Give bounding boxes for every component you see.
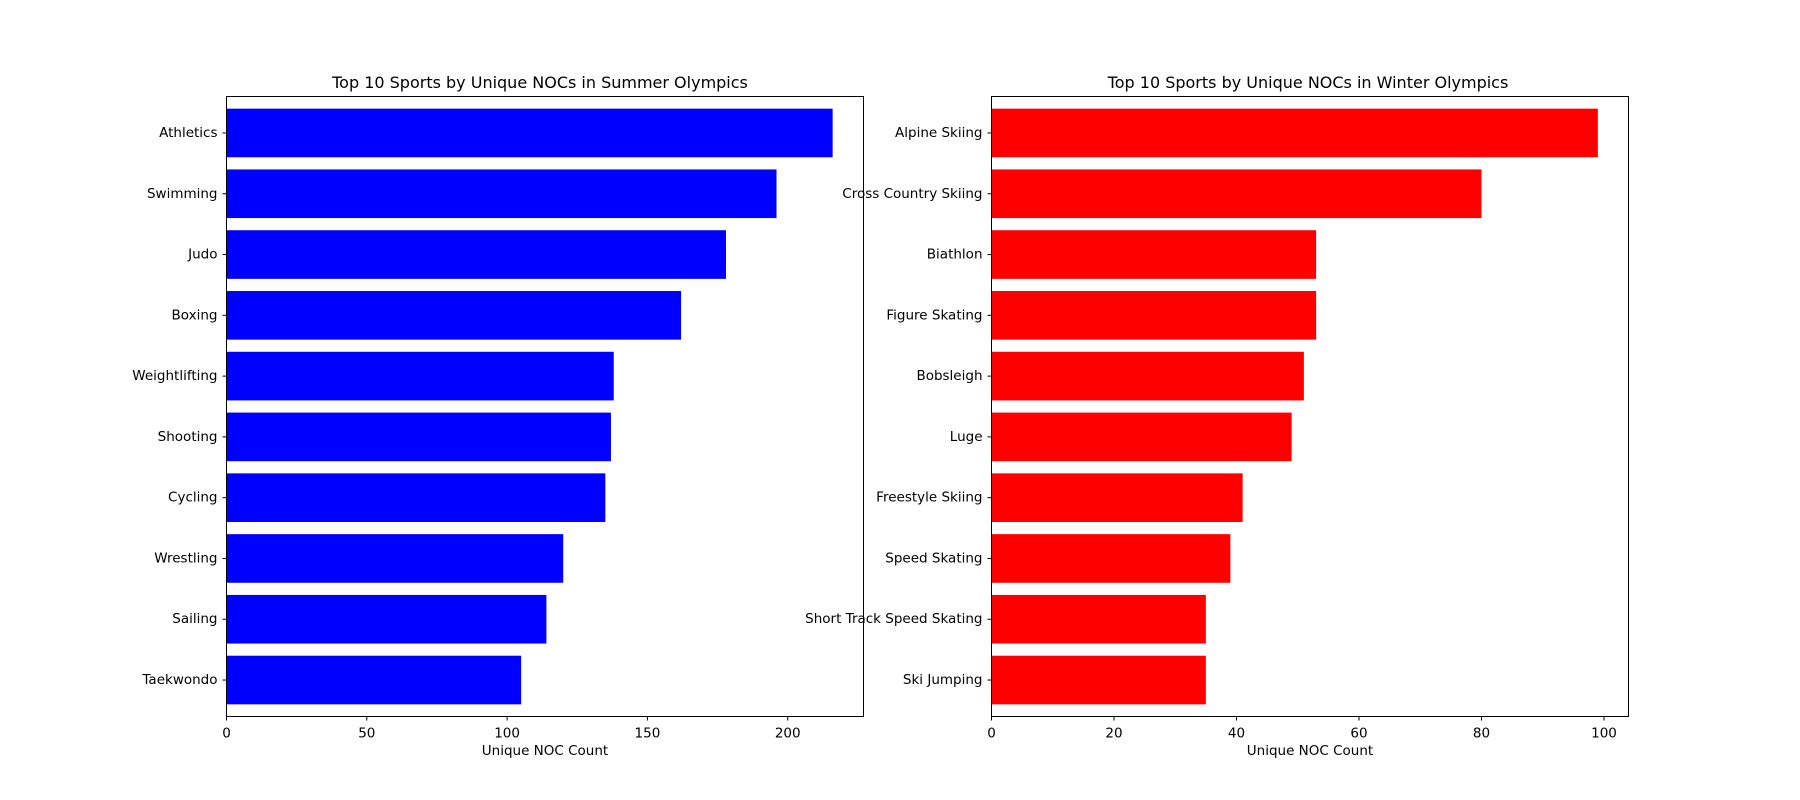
y-tick-label-luge: Luge <box>950 429 983 445</box>
bar-short-track-speed-skating <box>991 594 1206 644</box>
y-tick-label-taekwondo: Taekwondo <box>141 672 217 688</box>
x-tick-label: 100 <box>1591 726 1617 742</box>
plot-frame <box>226 96 864 717</box>
bar-luge <box>991 412 1292 462</box>
x-tick-label: 20 <box>1105 726 1122 742</box>
x-tick-label: 100 <box>494 726 520 742</box>
y-tick-label-figure-skating: Figure Skating <box>886 307 982 323</box>
x-axis-label: Unique NOC Count <box>1247 743 1373 759</box>
plot-frame <box>991 96 1629 717</box>
y-tick-label-judo: Judo <box>187 247 217 263</box>
y-tick-label-ski-jumping: Ski Jumping <box>903 672 983 688</box>
y-tick-label-short-track-speed-skating: Short Track Speed Skating <box>805 611 982 627</box>
y-tick-label-cycling: Cycling <box>168 490 217 506</box>
bar-boxing <box>226 291 682 340</box>
y-tick-label-bobsleigh: Bobsleigh <box>916 368 982 384</box>
bar-cross-country-skiing <box>991 169 1482 219</box>
x-tick-label: 80 <box>1473 726 1490 742</box>
bar-group <box>991 108 1598 705</box>
bar-athletics <box>226 108 833 158</box>
bar-freestyle-skiing <box>991 473 1243 522</box>
x-tick-label: 0 <box>222 726 231 742</box>
y-tick-label-alpine-skiing: Alpine Skiing <box>895 125 982 141</box>
bar-weightlifting <box>226 351 614 401</box>
bar-shooting <box>226 412 611 462</box>
y-tick-label-biathlon: Biathlon <box>927 247 983 263</box>
y-tick-label-swimming: Swimming <box>147 186 218 202</box>
summer-olympics-chart: Top 10 Sports by Unique NOCs in Summer O… <box>132 73 864 759</box>
bar-speed-skating <box>991 534 1231 583</box>
x-tick-label: 200 <box>775 726 801 742</box>
y-tick-label-shooting: Shooting <box>158 429 218 445</box>
bar-bobsleigh <box>991 351 1304 401</box>
x-tick-labels: 0 50 100 150 200 <box>222 716 801 742</box>
y-tick-label-boxing: Boxing <box>172 307 218 323</box>
y-tick-labels: Alpine Skiing Cross Country Skiing Biathlo… <box>805 125 992 688</box>
chart-title: Top 10 Sports by Unique NOCs in Summer O… <box>331 73 748 92</box>
y-tick-label-sailing: Sailing <box>172 611 217 627</box>
bar-group <box>226 108 833 705</box>
bar-sailing <box>226 594 547 644</box>
y-tick-label-freestyle-skiing: Freestyle Skiing <box>876 490 982 506</box>
y-tick-labels: Athletics Swimming Judo Boxing Weightlifting… <box>132 125 227 688</box>
bar-ski-jumping <box>991 655 1206 705</box>
y-tick-label-weightlifting: Weightlifting <box>132 368 217 384</box>
bar-alpine-skiing <box>991 108 1598 158</box>
bar-swimming <box>226 169 777 219</box>
y-tick-label-wrestling: Wrestling <box>154 550 217 566</box>
y-tick-label-speed-skating: Speed Skating <box>885 550 982 566</box>
x-tick-label: 50 <box>358 726 375 742</box>
winter-olympics-chart: Top 10 Sports by Unique NOCs in Winter O… <box>805 73 1629 759</box>
bar-taekwondo <box>226 655 522 705</box>
y-tick-label-cross-country-skiing: Cross Country Skiing <box>842 186 982 202</box>
x-tick-label: 150 <box>635 726 661 742</box>
bar-wrestling <box>226 534 564 583</box>
x-axis-label: Unique NOC Count <box>482 743 608 759</box>
x-tick-labels: 0 20 40 60 80 100 <box>987 716 1617 742</box>
y-tick-label-athletics: Athletics <box>159 125 217 141</box>
x-tick-label: 0 <box>987 726 996 742</box>
bar-figure-skating <box>991 291 1317 340</box>
bar-cycling <box>226 473 606 522</box>
bar-judo <box>226 230 726 279</box>
chart-title: Top 10 Sports by Unique NOCs in Winter O… <box>1107 73 1509 92</box>
bar-biathlon <box>991 230 1317 279</box>
x-tick-label: 60 <box>1350 726 1367 742</box>
x-tick-label: 40 <box>1228 726 1245 742</box>
